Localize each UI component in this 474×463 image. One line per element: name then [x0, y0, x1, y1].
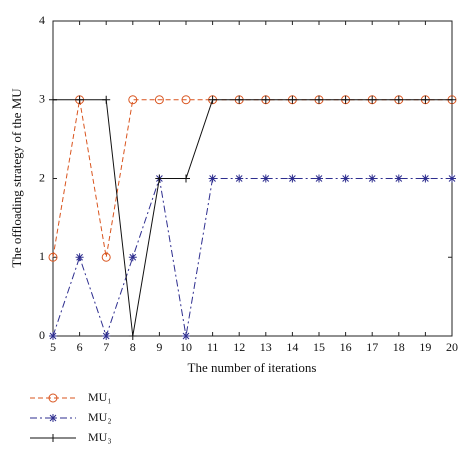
marker	[182, 332, 190, 340]
marker	[288, 95, 297, 104]
marker	[48, 252, 58, 262]
marker	[394, 174, 403, 183]
x-tick-label: 18	[393, 340, 405, 354]
legend-label: MU₁	[88, 390, 112, 404]
marker	[208, 174, 217, 183]
x-tick-label: 8	[130, 340, 136, 354]
x-tick-label: 20	[446, 340, 458, 354]
marker	[394, 95, 403, 104]
series-line	[52, 178, 452, 338]
marker	[341, 95, 350, 104]
y-tick-label: 2	[39, 170, 45, 184]
marker	[101, 252, 111, 262]
marker	[75, 253, 84, 262]
marker	[102, 332, 111, 340]
marker	[341, 174, 350, 183]
y-tick-label: 4	[39, 13, 45, 27]
x-tick-label: 15	[313, 340, 325, 354]
marker	[155, 174, 164, 183]
marker	[48, 393, 58, 403]
x-tick-label: 6	[77, 340, 83, 354]
marker	[208, 95, 217, 104]
x-tick-label: 11	[207, 340, 219, 354]
legend-label: MU₃	[88, 430, 112, 444]
x-axis-title: The number of iterations	[188, 360, 317, 375]
x-tick-label: 19	[419, 340, 431, 354]
marker	[49, 95, 57, 104]
x-tick-label: 13	[260, 340, 272, 354]
marker	[181, 95, 191, 105]
marker	[49, 434, 57, 442]
x-tick-label: 12	[233, 340, 245, 354]
y-tick-label: 3	[39, 92, 45, 106]
marker	[235, 174, 244, 183]
legend-label: MU₂	[88, 410, 112, 424]
marker	[288, 174, 297, 183]
x-tick-label: 10	[180, 340, 192, 354]
marker	[49, 332, 57, 340]
marker	[128, 253, 137, 262]
y-tick-label: 0	[39, 328, 45, 342]
marker	[235, 95, 244, 104]
marker	[368, 95, 377, 104]
y-tick-label: 1	[39, 249, 45, 263]
x-tick-label: 7	[103, 340, 109, 354]
marker	[421, 95, 430, 104]
marker	[261, 95, 270, 104]
marker	[128, 332, 137, 340]
marker	[128, 95, 138, 105]
marker	[368, 174, 377, 183]
marker	[75, 95, 84, 104]
marker	[448, 95, 456, 104]
marker	[421, 174, 430, 183]
x-tick-label: 16	[340, 340, 352, 354]
x-tick-label: 5	[50, 340, 56, 354]
marker	[182, 174, 190, 183]
series-line	[53, 99, 452, 337]
marker	[261, 174, 270, 183]
marker	[49, 414, 57, 422]
x-tick-label: 14	[286, 340, 298, 354]
marker	[102, 95, 111, 104]
x-tick-label: 9	[156, 340, 162, 354]
marker	[448, 174, 456, 183]
marker	[315, 174, 323, 183]
marker	[154, 95, 164, 105]
marker	[315, 95, 323, 104]
y-axis-title: The offloading strategy of the MU	[9, 88, 24, 268]
x-tick-label: 17	[366, 340, 378, 354]
